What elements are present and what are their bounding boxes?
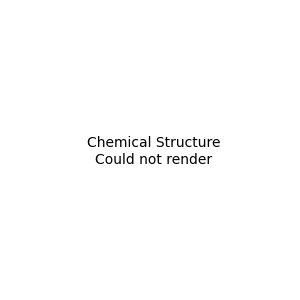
Text: Chemical Structure
Could not render: Chemical Structure Could not render	[87, 136, 220, 166]
